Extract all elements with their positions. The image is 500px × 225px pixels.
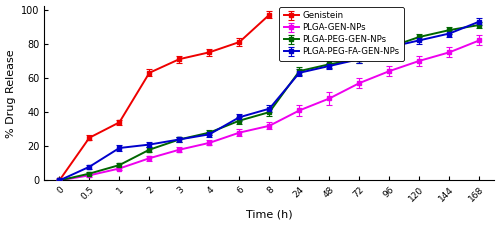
Legend: Genistein, PLGA-GEN-NPs, PLGA-PEG-GEN-NPs, PLGA-PEG-FA-GEN-NPs: Genistein, PLGA-GEN-NPs, PLGA-PEG-GEN-NP… <box>280 7 404 61</box>
X-axis label: Time (h): Time (h) <box>246 209 292 219</box>
Y-axis label: % Drug Release: % Drug Release <box>6 49 16 138</box>
